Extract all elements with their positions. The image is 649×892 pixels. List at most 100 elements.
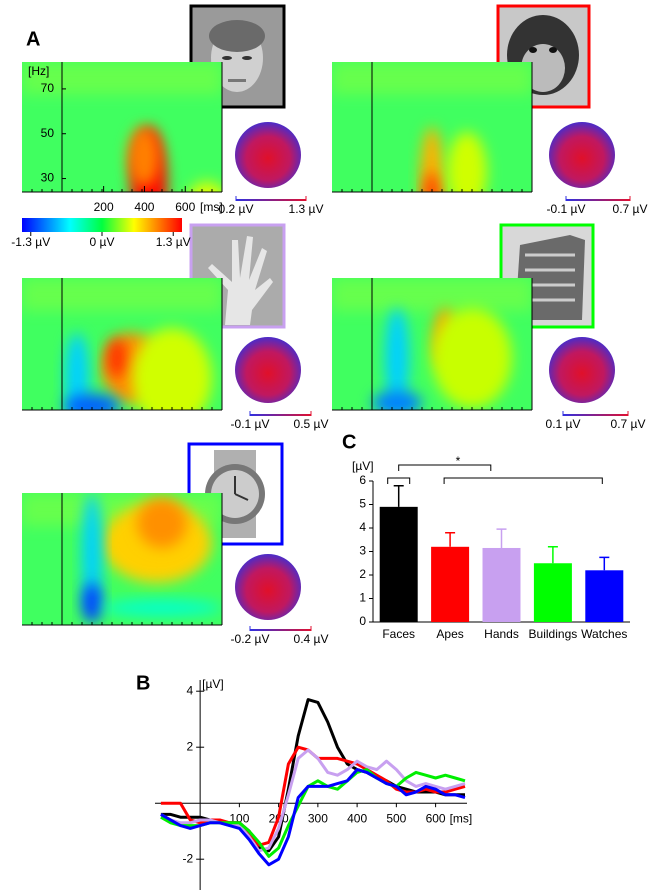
y-axis-label: [µV] (202, 677, 224, 691)
topo-map (235, 554, 301, 620)
tf-blob (387, 239, 427, 255)
topo-scale (250, 629, 311, 631)
tf-map (332, 62, 532, 255)
stimulus-ape (496, 4, 591, 109)
x-tick-label: Watches (581, 627, 627, 641)
topo-label: 0.2 µV (219, 202, 254, 216)
bar (431, 546, 470, 622)
error-bar (393, 484, 404, 507)
x-tick-label: 600 (175, 200, 195, 214)
bar (482, 547, 521, 622)
bracket (387, 477, 411, 484)
x-tick-label: 400 (134, 200, 154, 214)
colorbar (22, 218, 182, 232)
tf-blob (128, 127, 160, 187)
panel-label: C (342, 431, 356, 453)
colorbar-label: 0 µV (90, 235, 115, 249)
tf-band (22, 278, 222, 311)
x-tick-label: Buildings (529, 627, 578, 641)
topo-map (235, 337, 301, 403)
tf-blob (137, 498, 187, 548)
error-bar (547, 546, 558, 564)
topo-label: -0.1 µV (231, 417, 270, 431)
panel-label: B (136, 672, 150, 694)
topo-label: 0.1 µV (546, 417, 581, 431)
y-tick-label: 5 (359, 497, 366, 511)
tf-blob (432, 308, 512, 408)
y-tick-label: 30 (41, 171, 55, 185)
significance: * (456, 454, 461, 468)
colorbar-label: -1.3 µV (11, 235, 50, 249)
topo-label: 0.4 µV (294, 632, 329, 646)
bracket (443, 477, 603, 484)
y-tick-label: 70 (41, 81, 55, 95)
tf-band (332, 62, 532, 95)
x-tick-label: Apes (436, 627, 463, 641)
y-tick-label: 0 (359, 614, 366, 628)
tf-blob (82, 583, 102, 623)
tf-blob (64, 394, 120, 410)
x-tick-label: 300 (308, 811, 328, 825)
line (160, 745, 466, 847)
y-tick-label: 4 (186, 683, 193, 697)
tf-band (332, 278, 532, 311)
topo-scale (563, 414, 628, 416)
tf-blob (372, 391, 422, 410)
panel-label: A (26, 28, 40, 50)
x-tick-label: 400 (347, 811, 367, 825)
tf-blob (65, 333, 89, 410)
tf-blob (82, 493, 102, 613)
tf-band (22, 62, 222, 95)
tf-blob (447, 132, 487, 192)
topo-label: -0.2 µV (231, 632, 270, 646)
x-tick-label: 500 (386, 811, 406, 825)
tf-map (22, 62, 222, 192)
topo-map (549, 337, 615, 403)
x-tick-label: Hands (484, 627, 519, 641)
topo-map (549, 122, 615, 188)
x-tick-label: Faces (382, 627, 415, 641)
y-tick-label: 50 (41, 126, 55, 140)
y-tick-label: 6 (359, 473, 366, 487)
error-bar (496, 528, 507, 548)
tf-map (22, 278, 222, 410)
tf-map (332, 278, 532, 410)
topo-scale (236, 199, 306, 201)
bracket (398, 464, 492, 471)
tf-blob (189, 182, 222, 192)
x-tick-label: 600 (426, 811, 446, 825)
tf-blob (385, 308, 409, 408)
tf-blob (102, 600, 222, 616)
y-tick-label: 3 (359, 544, 366, 558)
colorbar-label: 1.3 µV (156, 235, 191, 249)
tf-blob (107, 338, 127, 378)
bar (533, 563, 572, 622)
topo-label: 1.3 µV (289, 202, 324, 216)
error-bar (445, 531, 456, 547)
topo-label: -0.1 µV (547, 202, 586, 216)
y-tick-label: 4 (359, 520, 366, 534)
line (160, 768, 466, 867)
tf-blob (424, 172, 440, 192)
x-axis-label: [ms] (450, 811, 473, 825)
topo-scale (250, 414, 311, 416)
tf-blob (420, 127, 444, 192)
topo-label: 0.7 µV (611, 417, 646, 431)
topo-label: 0.5 µV (294, 417, 329, 431)
tf-blob (132, 328, 212, 410)
y-tick-label: 1 (359, 591, 366, 605)
x-axis-label: [ms] (200, 200, 223, 214)
topo-map (235, 122, 301, 188)
bar (379, 506, 418, 622)
bar (585, 570, 624, 622)
x-tick-label: 200 (94, 200, 114, 214)
line (160, 698, 465, 853)
error-bar (599, 556, 610, 571)
topo-scale (566, 199, 630, 201)
y-axis-label: [Hz] (28, 64, 49, 78)
stimulus-building (499, 223, 595, 329)
line (160, 748, 466, 853)
y-tick-label: 2 (186, 739, 193, 753)
y-tick-label: -2 (182, 851, 193, 865)
